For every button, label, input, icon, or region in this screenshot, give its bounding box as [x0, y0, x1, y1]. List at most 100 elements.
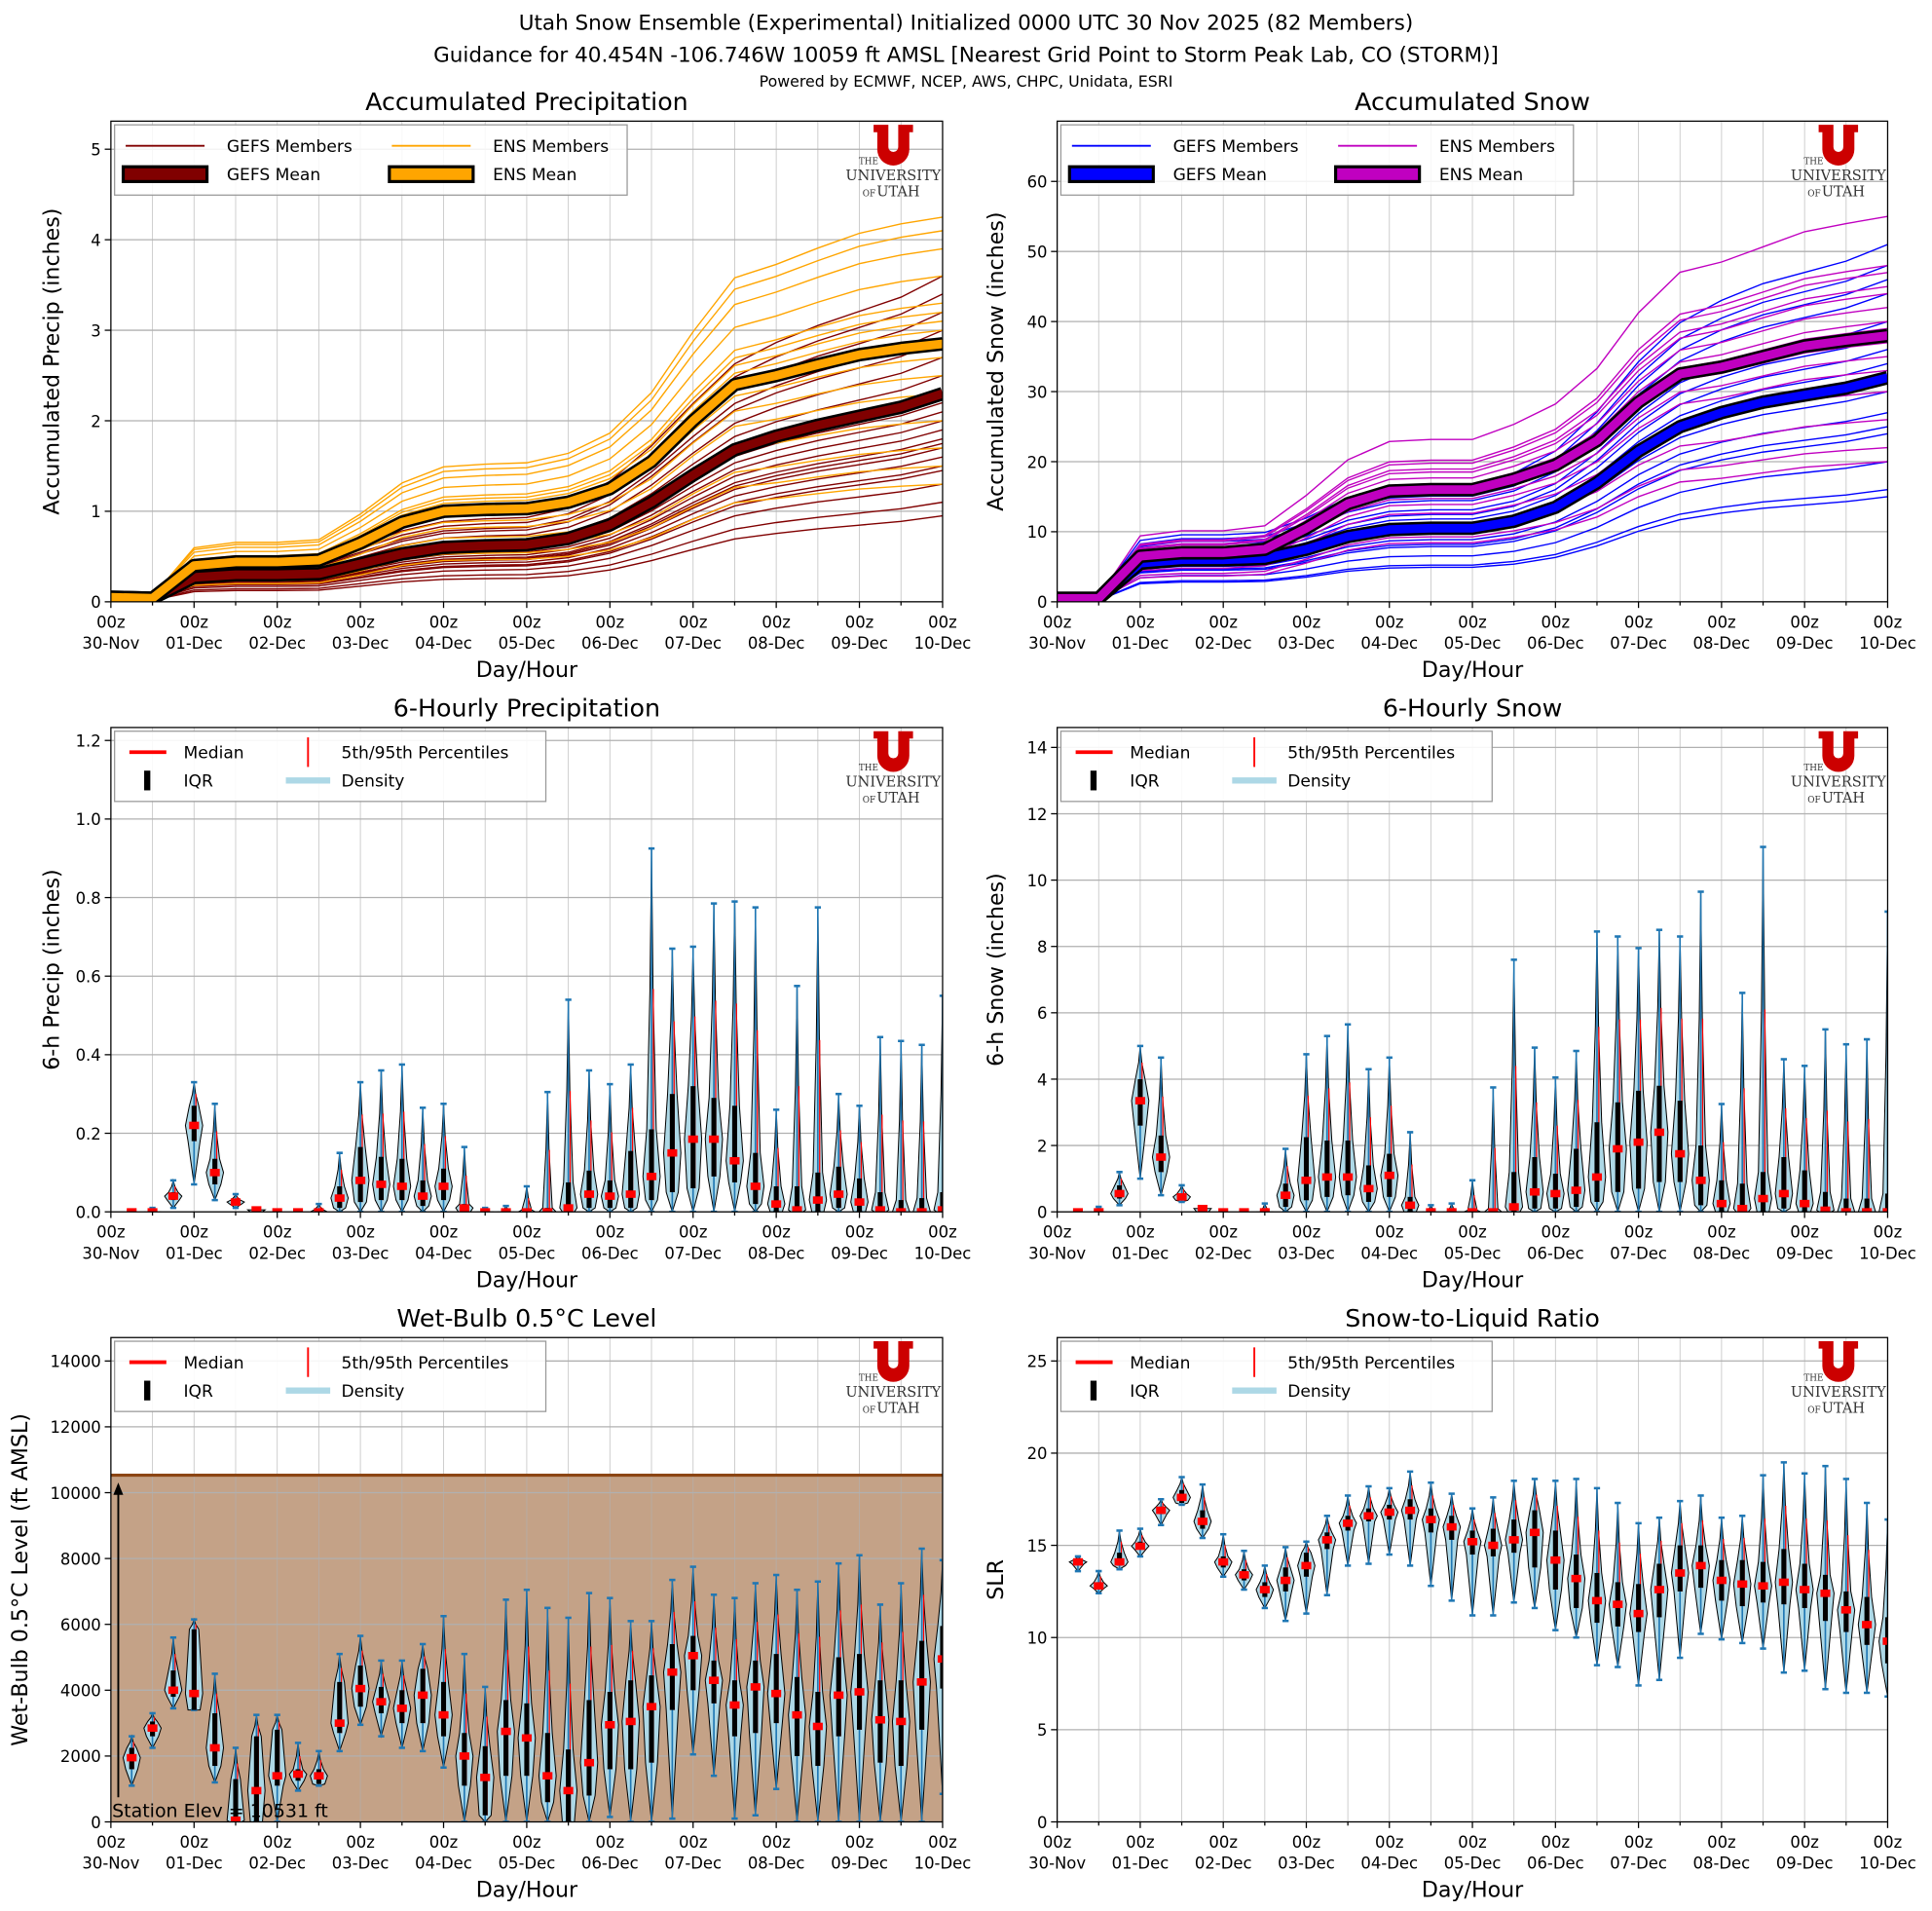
violin-iqr-bar	[1864, 1198, 1870, 1213]
legend-swatch-mean	[1067, 165, 1155, 183]
violin-median-marker	[355, 1684, 366, 1693]
violin	[1193, 1204, 1212, 1213]
violin-iqr-bar	[1884, 1193, 1888, 1213]
member-line-ens-members	[110, 247, 943, 598]
logo-text-university: UNIVERSITY	[845, 774, 941, 791]
violin-iqr-bar	[690, 1635, 696, 1691]
violin	[1505, 958, 1524, 1213]
violin	[143, 1711, 163, 1749]
x-tick-date-label: 09-Dec	[1776, 1855, 1834, 1873]
violin	[1629, 947, 1648, 1213]
member-line-gefs-members	[110, 514, 943, 602]
violin-iqr-bar	[1822, 1574, 1829, 1622]
violin-median-marker	[334, 1719, 345, 1727]
y-tick-label: 10	[1027, 523, 1048, 542]
violin-iqr-bar	[1802, 1170, 1807, 1213]
violin	[788, 985, 806, 1213]
violin	[1732, 1515, 1752, 1645]
figure-title-line1: Utah Snow Ensemble (Experimental) Initia…	[519, 12, 1414, 36]
violin	[725, 1596, 744, 1820]
y-tick-label: 10	[1027, 1630, 1048, 1648]
violin	[1400, 1131, 1420, 1213]
y-tick-label: 5	[91, 141, 100, 160]
y-tick-label: 14000	[50, 1353, 100, 1371]
violin-median-marker	[1343, 1173, 1354, 1181]
y-tick-label: 50	[1027, 244, 1048, 262]
legend-label-percentiles: 5th/95th Percentiles	[1287, 1354, 1455, 1373]
violin-median-marker	[1529, 1528, 1541, 1537]
x-tick-date-label: 30-Nov	[1028, 1244, 1086, 1262]
violin-iqr-bar	[628, 1150, 634, 1209]
y-tick-label: 60	[1027, 173, 1048, 192]
violin	[766, 1108, 786, 1213]
x-tick-hour-label: 00z	[679, 1223, 708, 1242]
violin-median-marker	[1800, 1199, 1810, 1208]
x-tick-hour-label: 00z	[1542, 1223, 1571, 1242]
legend-label-percentiles: 5th/95th Percentiles	[1287, 744, 1455, 764]
violin-median-marker	[1321, 1173, 1332, 1181]
legend: Median 5th/95th Percentiles IQR Density	[114, 1340, 547, 1412]
violin-median-marker	[1405, 1506, 1416, 1515]
logo-text-utah: UTAH	[1822, 790, 1865, 806]
logo-text-the: THE	[1803, 158, 1823, 168]
y-tick-label: 10	[1027, 872, 1048, 890]
violin-iqr-bar	[253, 1736, 259, 1822]
logo-text-of: OF	[1807, 190, 1820, 200]
violin	[122, 1734, 141, 1787]
x-tick-hour-label: 00z	[679, 613, 708, 631]
violin	[1359, 1068, 1378, 1213]
violin-median-marker	[127, 1753, 137, 1762]
utah-u-logo-icon	[1818, 1341, 1859, 1382]
y-tick-label: 2	[1037, 1137, 1047, 1155]
legend-box	[1059, 1340, 1493, 1412]
x-tick-date-label: 09-Dec	[831, 1855, 888, 1873]
violin-iqr-bar	[1760, 1172, 1766, 1213]
violin-median-marker	[1281, 1191, 1291, 1199]
legend-swatch-mean	[388, 165, 475, 183]
y-tick-label: 0.4	[76, 1046, 101, 1065]
violin-median-marker	[1800, 1586, 1810, 1593]
logo-text-utah: UTAH	[1822, 1400, 1865, 1416]
y-tick-label: 2000	[60, 1747, 101, 1766]
x-tick-date-label: 02-Dec	[248, 634, 306, 653]
violin-median-marker	[1591, 1173, 1603, 1181]
violin	[912, 1043, 931, 1213]
violin	[808, 1580, 828, 1822]
y-tick-label: 12000	[50, 1418, 100, 1437]
x-tick-date-label: 07-Dec	[664, 634, 722, 653]
x-tick-hour-label: 00z	[1624, 1223, 1653, 1242]
logo-text-university: UNIVERSITY	[845, 168, 941, 184]
utah-u-logo-icon	[1818, 125, 1859, 166]
x-tick-date-label: 02-Dec	[248, 1855, 306, 1873]
violin-median-marker	[1820, 1589, 1831, 1597]
legend-box	[114, 124, 628, 196]
violin	[1276, 1546, 1295, 1623]
violin-median-marker	[916, 1208, 927, 1213]
violin-iqr-bar	[877, 1192, 883, 1213]
violin-median-marker	[459, 1204, 469, 1212]
legend-box	[1059, 731, 1493, 803]
member-line-ens-members	[1057, 285, 1888, 599]
x-tick-date-label: 06-Dec	[1527, 1244, 1584, 1262]
y-tick-label: 20	[1027, 1444, 1048, 1463]
violin-median-marker	[1695, 1561, 1706, 1570]
violin-median-marker	[937, 1206, 943, 1213]
violin	[392, 1659, 412, 1749]
violin	[1629, 1521, 1648, 1687]
legend-swatch-iqr	[144, 1380, 151, 1401]
violin-median-marker	[355, 1177, 366, 1184]
violin-median-marker	[1426, 1516, 1436, 1523]
x-tick-date-label: 05-Dec	[499, 1244, 556, 1262]
violin-iqr-bar	[815, 1172, 821, 1213]
violin-iqr-bar	[1574, 1148, 1579, 1208]
violin-median-marker	[1778, 1578, 1789, 1587]
violin-median-marker	[834, 1190, 844, 1198]
violin	[246, 1713, 266, 1822]
x-tick-hour-label: 00z	[1707, 1223, 1736, 1242]
violin-iqr-bar	[1698, 1145, 1704, 1206]
violin-iqr-bar	[649, 1675, 654, 1763]
violin-median-marker	[916, 1678, 927, 1686]
violin-iqr-bar	[731, 1105, 737, 1182]
y-tick-label: 40	[1027, 313, 1048, 331]
violin	[1816, 1464, 1835, 1691]
